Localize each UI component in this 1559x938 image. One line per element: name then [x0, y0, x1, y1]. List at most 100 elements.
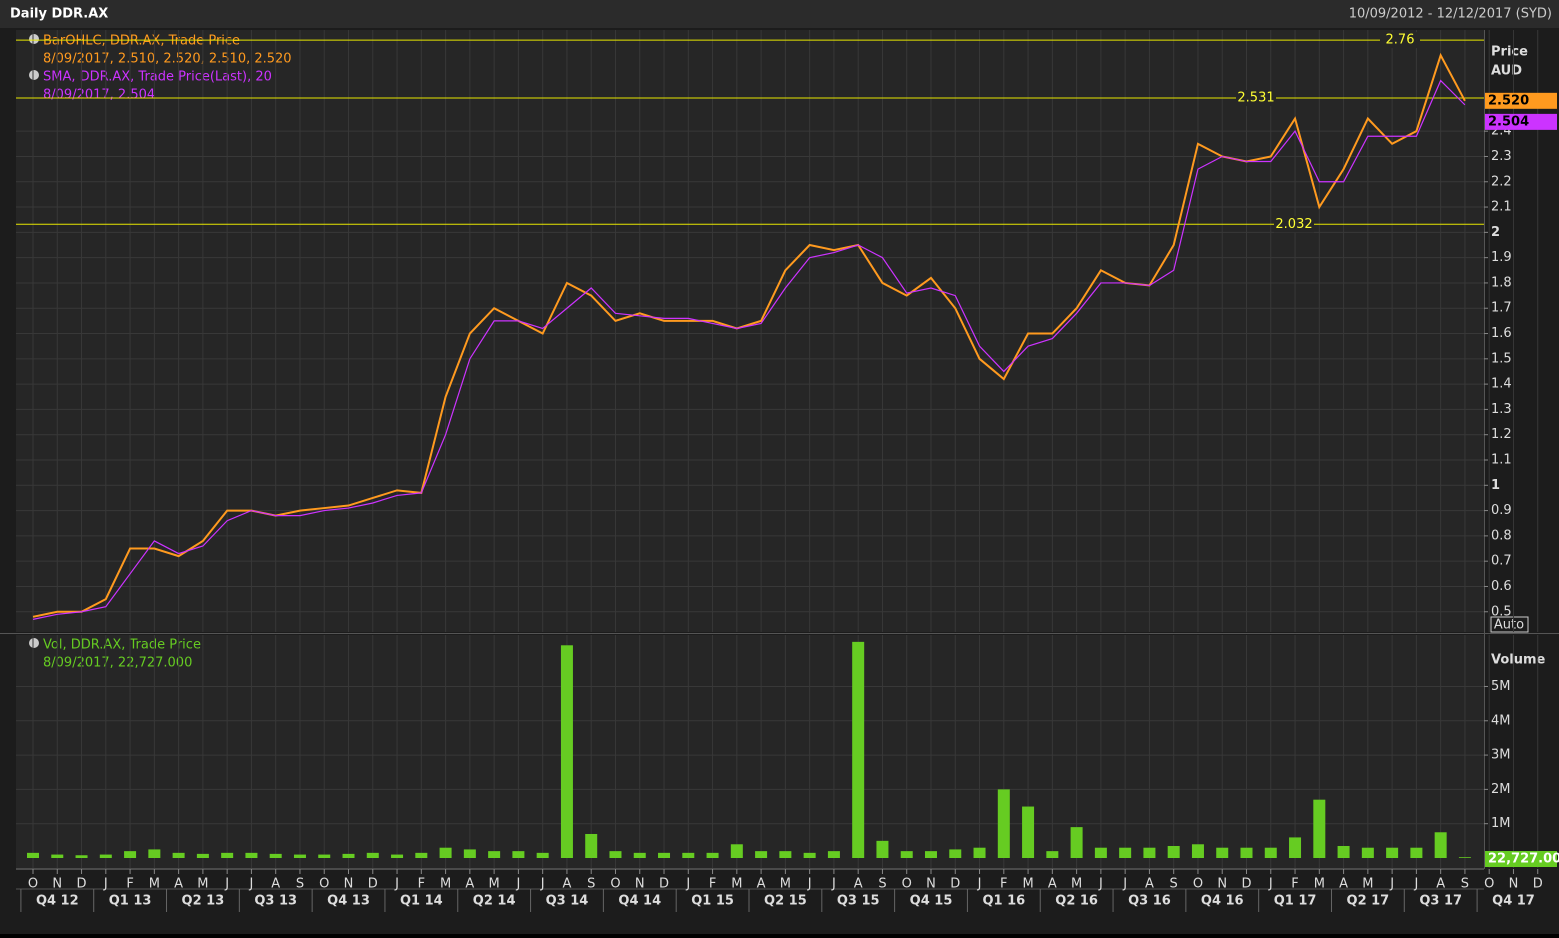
x-tick-label: M	[1314, 877, 1325, 892]
x-tick-label: D	[368, 877, 378, 892]
y-tick-label: 5M	[1491, 679, 1511, 694]
volume-bar	[293, 854, 306, 858]
last-value-box	[1485, 92, 1557, 109]
legend-icon[interactable]	[29, 34, 39, 44]
x-tick-label: J	[540, 877, 545, 892]
quarter-label: Q1 13	[109, 894, 152, 909]
x-tick-label: J	[249, 877, 254, 892]
x-tick-label: J	[977, 877, 982, 892]
x-tick-label: J	[685, 877, 690, 892]
y-tick-label: 2.1	[1491, 200, 1512, 215]
volume-bar	[1094, 847, 1107, 858]
x-tick-label: M	[1071, 877, 1082, 892]
volume-bar	[755, 851, 768, 858]
x-tick-label: S	[1170, 877, 1178, 892]
volume-bar	[900, 851, 913, 858]
volume-bar	[852, 641, 865, 858]
x-tick-label: D	[950, 877, 960, 892]
volume-bar	[1410, 847, 1423, 858]
volume-bar	[148, 849, 161, 858]
x-tick-label: S	[878, 877, 886, 892]
legend-icon[interactable]	[29, 638, 39, 648]
volume-bar	[342, 853, 355, 858]
y-tick-label: 1.9	[1491, 250, 1512, 265]
x-tick-label: J	[224, 877, 229, 892]
volume-axis-title: Volume	[1491, 653, 1546, 668]
x-tick-label: M	[149, 877, 160, 892]
volume-bar	[1434, 832, 1447, 858]
x-tick-label: O	[1484, 877, 1494, 892]
x-tick-label: F	[1000, 877, 1007, 892]
y-tick-label: 4M	[1491, 713, 1511, 728]
volume-bar	[560, 645, 573, 858]
x-tick-label: M	[1362, 877, 1373, 892]
quarter-label: Q2 17	[1347, 894, 1390, 909]
x-tick-label: M	[780, 877, 791, 892]
x-tick-label: D	[659, 877, 669, 892]
y-tick-label: 2.2	[1491, 174, 1512, 189]
x-tick-label: J	[831, 877, 836, 892]
x-tick-label: J	[394, 877, 399, 892]
legend-value: 8/09/2017, 2.504	[43, 88, 155, 103]
quarter-label: Q3 17	[1419, 894, 1462, 909]
quarter-label: Q4 16	[1201, 894, 1244, 909]
legend-name: SMA, DDR.AX, Trade Price(Last), 20	[43, 70, 272, 85]
x-tick-label: F	[1291, 877, 1298, 892]
volume-bar	[245, 852, 258, 858]
y-tick-label: 1.3	[1491, 402, 1512, 417]
x-tick-label: J	[1122, 877, 1127, 892]
x-tick-label: A	[271, 877, 280, 892]
x-tick-label: J	[1268, 877, 1273, 892]
quarter-label: Q2 14	[473, 894, 516, 909]
volume-bar	[27, 852, 39, 858]
auto-button[interactable]	[1490, 616, 1529, 633]
volume-bar	[633, 852, 646, 858]
x-tick-label: N	[1509, 877, 1519, 892]
volume-bar	[463, 849, 476, 858]
x-tick-label: M	[440, 877, 451, 892]
level-label-bg	[1380, 32, 1420, 49]
x-tick-label: S	[1461, 877, 1469, 892]
auto-button-label[interactable]: Auto	[1494, 618, 1524, 633]
date-range: 10/09/2012 - 12/12/2017 (SYD)	[1349, 7, 1552, 22]
volume-bar	[439, 847, 452, 858]
quarter-label: Q1 16	[982, 894, 1025, 909]
volume-bar	[366, 852, 379, 858]
price-line	[32, 79, 1466, 620]
quarter-label: Q4 17	[1492, 894, 1535, 909]
quarter-label: Q1 17	[1274, 894, 1317, 909]
x-tick-label: A	[465, 877, 474, 892]
x-tick-label: A	[1339, 877, 1348, 892]
y-tick-label: 1.8	[1491, 275, 1512, 290]
legend-icon[interactable]	[29, 70, 39, 80]
level-label: 2.032	[1275, 217, 1312, 232]
y-tick-label: 2	[1491, 225, 1500, 240]
y-tick-label: 0.5	[1491, 604, 1512, 619]
y-tick-label: 1.1	[1491, 453, 1512, 468]
x-tick-label: M	[197, 877, 208, 892]
volume-bar	[1289, 837, 1302, 858]
volume-bar	[269, 853, 282, 858]
volume-bar	[1264, 847, 1277, 858]
x-tick-label: D	[1533, 877, 1543, 892]
volume-bar	[1458, 857, 1471, 858]
window-title: Daily DDR.AX	[10, 7, 108, 22]
x-tick-label: N	[344, 877, 354, 892]
quarter-label: Q3 14	[546, 894, 589, 909]
quarter-label: Q3 16	[1128, 894, 1171, 909]
y-tick-label: 3M	[1491, 748, 1511, 763]
volume-pane	[16, 635, 1484, 868]
x-tick-label: A	[174, 877, 183, 892]
legend-name: BarOHLC, DDR.AX, Trade Price	[43, 34, 240, 49]
volume-bar	[1119, 847, 1132, 858]
quarter-label: Q3 15	[837, 894, 880, 909]
volume-bar	[51, 854, 64, 858]
volume-bar	[682, 852, 695, 858]
x-tick-label: F	[418, 877, 425, 892]
x-tick-label: D	[1241, 877, 1251, 892]
x-tick-label: N	[635, 877, 645, 892]
y-tick-label: 1M	[1491, 816, 1511, 831]
volume-bar	[196, 853, 209, 858]
x-tick-label: S	[587, 877, 595, 892]
